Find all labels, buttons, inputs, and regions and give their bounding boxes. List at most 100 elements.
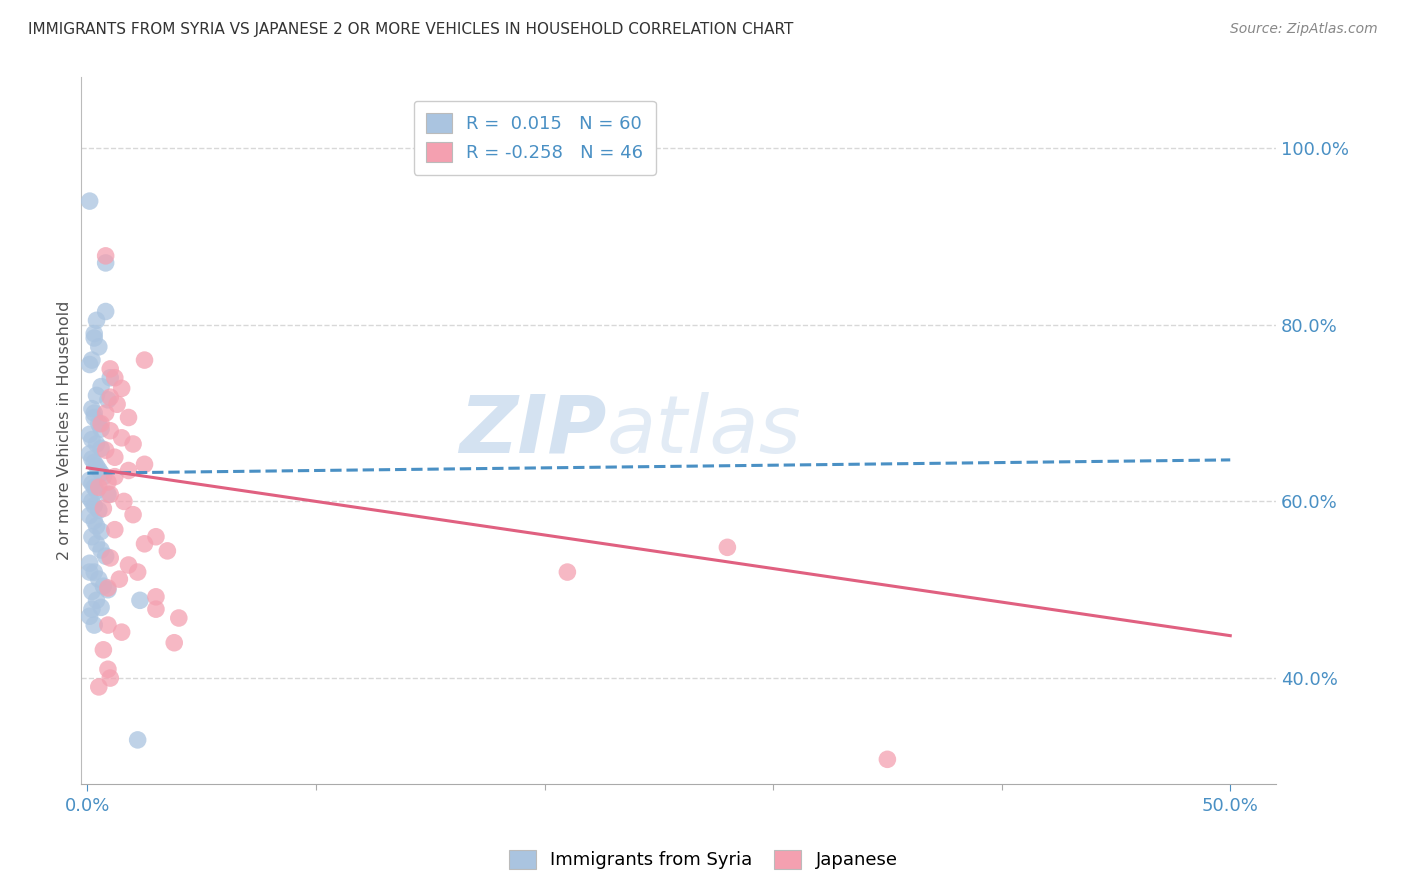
Point <box>97 581 120 595</box>
Text: ZIP: ZIP <box>460 392 606 470</box>
Point <box>90 524 112 539</box>
Point <box>876 752 898 766</box>
Point <box>97 475 120 489</box>
Point <box>94 249 117 263</box>
Point <box>79 609 101 624</box>
Point <box>86 519 108 533</box>
Point <box>90 600 112 615</box>
Point <box>83 410 105 425</box>
Legend: Immigrants from Syria, Japanese: Immigrants from Syria, Japanese <box>499 840 907 879</box>
Point <box>90 417 112 431</box>
Text: atlas: atlas <box>606 392 801 470</box>
Point <box>145 530 167 544</box>
Point <box>98 390 121 404</box>
Point <box>98 550 121 565</box>
Point <box>117 558 139 572</box>
Point <box>83 456 105 470</box>
Point <box>83 499 105 513</box>
Point <box>98 370 121 384</box>
Point <box>134 353 156 368</box>
Point <box>716 541 738 555</box>
Point <box>80 530 103 544</box>
Point <box>93 579 115 593</box>
Point <box>79 491 101 505</box>
Point <box>93 501 115 516</box>
Point <box>87 480 110 494</box>
Point <box>86 483 108 498</box>
Point <box>111 431 134 445</box>
Point <box>163 636 186 650</box>
Point <box>93 642 115 657</box>
Point <box>145 590 167 604</box>
Point <box>97 487 120 501</box>
Point <box>86 313 108 327</box>
Text: IMMIGRANTS FROM SYRIA VS JAPANESE 2 OR MORE VEHICLES IN HOUSEHOLD CORRELATION CH: IMMIGRANTS FROM SYRIA VS JAPANESE 2 OR M… <box>28 22 793 37</box>
Point <box>86 593 108 607</box>
Point <box>79 447 101 461</box>
Point <box>90 543 112 558</box>
Point <box>111 381 134 395</box>
Point <box>87 462 110 476</box>
Point <box>104 469 127 483</box>
Point <box>104 450 127 465</box>
Point <box>93 469 115 483</box>
Point <box>79 473 101 487</box>
Point <box>87 572 110 586</box>
Point <box>167 611 190 625</box>
Point <box>97 662 120 676</box>
Point <box>127 565 149 579</box>
Point <box>83 514 105 528</box>
Point <box>80 476 103 491</box>
Point <box>87 680 110 694</box>
Point <box>83 565 105 579</box>
Point <box>94 443 117 458</box>
Text: Source: ZipAtlas.com: Source: ZipAtlas.com <box>1230 22 1378 37</box>
Point <box>79 556 101 570</box>
Point <box>98 362 121 376</box>
Point <box>83 618 105 632</box>
Point <box>98 424 121 438</box>
Point <box>80 584 103 599</box>
Point <box>79 358 101 372</box>
Point <box>108 572 131 586</box>
Point <box>86 537 108 551</box>
Point <box>87 417 110 431</box>
Point <box>134 458 156 472</box>
Point <box>111 625 134 640</box>
Point <box>112 494 135 508</box>
Point <box>104 523 127 537</box>
Point <box>80 433 103 447</box>
Point <box>145 602 167 616</box>
Point <box>97 618 120 632</box>
Point <box>83 331 105 345</box>
Y-axis label: 2 or more Vehicles in Household: 2 or more Vehicles in Household <box>58 301 72 560</box>
Point <box>87 340 110 354</box>
Point <box>90 442 112 456</box>
Point <box>80 401 103 416</box>
Point <box>117 410 139 425</box>
Point <box>80 452 103 467</box>
Point <box>98 487 121 501</box>
Point <box>90 466 112 480</box>
Point <box>79 565 101 579</box>
Point <box>80 353 103 368</box>
Point <box>80 602 103 616</box>
Point <box>117 463 139 477</box>
Point <box>105 397 128 411</box>
Point <box>83 326 105 341</box>
Point <box>97 392 120 407</box>
Point <box>90 422 112 436</box>
Point <box>94 549 117 564</box>
Point <box>79 508 101 523</box>
Point <box>156 544 179 558</box>
Point <box>79 194 101 208</box>
Point <box>83 480 105 494</box>
Point <box>98 671 121 685</box>
Point <box>122 508 145 522</box>
Point <box>86 437 108 451</box>
Point <box>94 304 117 318</box>
Point <box>94 406 117 420</box>
Point <box>79 427 101 442</box>
Point <box>80 494 103 508</box>
Point <box>557 565 579 579</box>
